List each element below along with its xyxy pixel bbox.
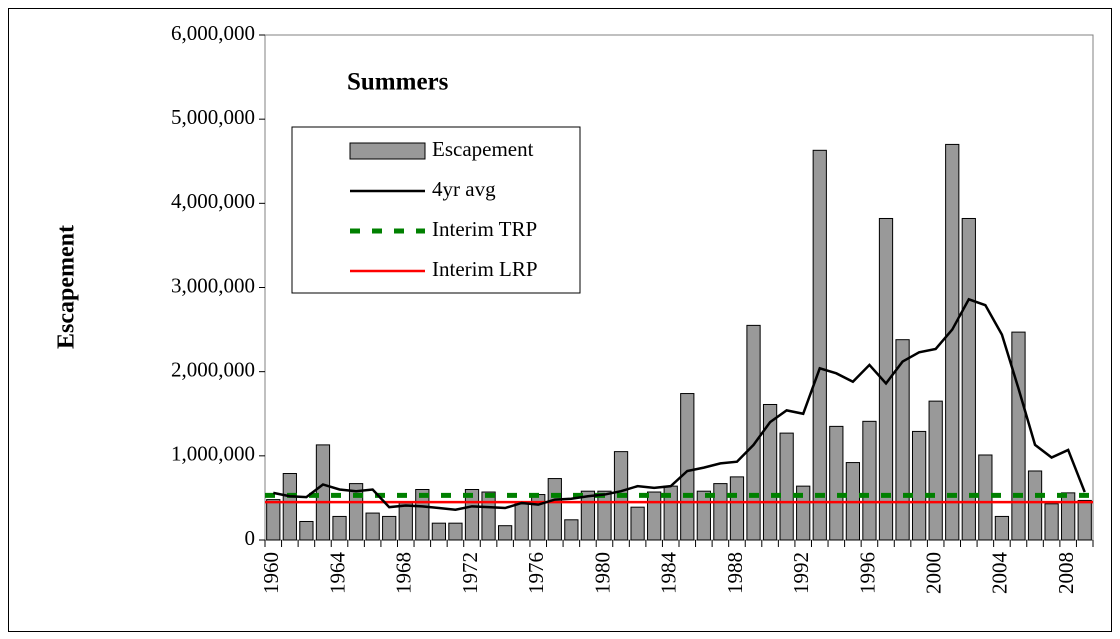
bar xyxy=(812,149,827,541)
bar xyxy=(647,491,662,541)
bar xyxy=(928,400,943,541)
x-tick-label: 1984 xyxy=(657,552,681,595)
bar xyxy=(398,502,413,541)
bar xyxy=(978,454,993,541)
bar xyxy=(282,473,297,541)
bar xyxy=(746,324,761,541)
legend-label: Interim TRP xyxy=(432,217,537,241)
y-tick-label: 5,000,000 xyxy=(171,105,255,129)
bar xyxy=(315,444,331,541)
legend-label: 4yr avg xyxy=(432,177,496,201)
x-tick-label: 1980 xyxy=(590,552,614,594)
bar xyxy=(299,520,314,541)
y-tick-label: 0 xyxy=(245,526,256,550)
bar xyxy=(514,503,529,541)
bar xyxy=(332,515,347,541)
bar xyxy=(481,491,496,541)
bar xyxy=(862,420,877,541)
x-tick-label: 1964 xyxy=(325,552,349,595)
x-tick-label: 1968 xyxy=(392,552,416,594)
bar xyxy=(878,217,894,541)
bar xyxy=(945,143,960,541)
bar xyxy=(564,519,579,541)
bar xyxy=(597,490,612,541)
x-tick-label: 2004 xyxy=(988,551,1012,594)
y-tick-label: 1,000,000 xyxy=(171,442,255,466)
legend: Escapement 4yr avg Interim TRP Interim LRP xyxy=(291,126,581,294)
legend-label: Escapement xyxy=(432,137,534,161)
bar xyxy=(829,425,844,541)
legend-box xyxy=(291,126,581,294)
bar xyxy=(1027,470,1043,541)
bar xyxy=(729,476,745,541)
x-tick-label: 1976 xyxy=(524,552,548,594)
frame xyxy=(8,8,1112,632)
chart-title: Summers xyxy=(347,69,449,96)
bar xyxy=(1011,331,1026,541)
y-axis-label: Escapement xyxy=(54,225,80,349)
bar xyxy=(448,522,463,541)
x-tick-label: 1960 xyxy=(259,552,283,594)
y-tick-label: 3,000,000 xyxy=(171,273,255,297)
x-tick-label: 2008 xyxy=(1054,552,1078,594)
bar xyxy=(696,490,711,541)
bar xyxy=(382,515,397,541)
bar xyxy=(713,483,728,541)
bar xyxy=(994,515,1010,541)
bar xyxy=(1077,499,1092,541)
x-tick-label: 1992 xyxy=(789,552,813,594)
legend-label: Interim LRP xyxy=(432,257,538,281)
bar xyxy=(580,490,596,541)
avg-line xyxy=(273,297,1086,511)
y-tick-label: 6,000,000 xyxy=(171,21,255,45)
bar xyxy=(895,339,910,541)
bar xyxy=(762,403,778,541)
x-tick-label: 1988 xyxy=(723,552,747,594)
bar xyxy=(779,432,794,541)
bar xyxy=(911,430,927,541)
x-tick-label: 1996 xyxy=(855,552,879,594)
bar xyxy=(680,393,695,541)
bar xyxy=(431,522,447,541)
bar xyxy=(365,512,380,541)
bar xyxy=(630,506,645,541)
bar xyxy=(961,217,976,541)
y-tick-label: 2,000,000 xyxy=(171,357,255,381)
bar xyxy=(266,499,281,541)
x-tick-label: 2000 xyxy=(921,552,945,594)
bar xyxy=(1061,492,1076,541)
y-tick-label: 4,000,000 xyxy=(171,189,255,213)
bar xyxy=(1044,503,1059,541)
bar xyxy=(796,485,811,541)
bar xyxy=(547,478,562,541)
bar xyxy=(497,525,513,541)
legend-swatch xyxy=(349,142,426,160)
x-tick-label: 1972 xyxy=(458,552,482,594)
